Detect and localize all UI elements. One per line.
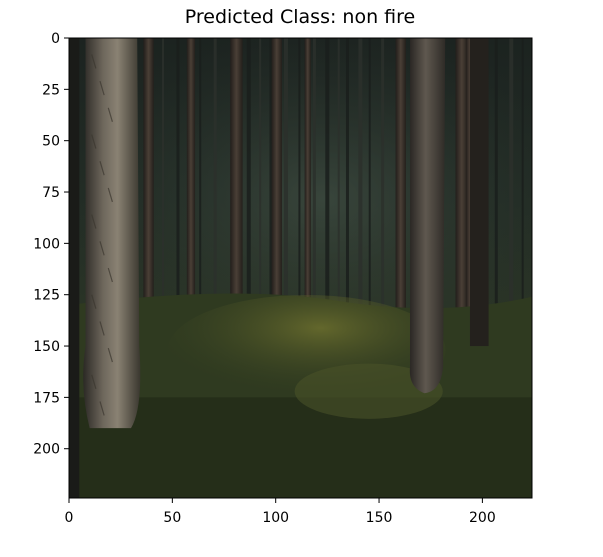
y-axis: 0 25 50 75 100 125 150 175 200 [33,31,69,458]
bark-texture [91,214,97,229]
midground-trunk [304,38,311,301]
x-axis: 0 50 100 150 200 [65,498,496,526]
y-tick-label: 50 [42,134,60,150]
bark-texture [107,107,113,122]
y-tick-label: 75 [42,185,60,201]
bark-texture [91,294,97,309]
background-trunk [312,38,316,342]
bark-texture [99,321,105,336]
background-trunk [494,38,498,351]
midground-trunk [230,38,243,347]
midground-trunk [395,38,406,326]
background-trunk [213,38,217,326]
x-tick-label: 200 [469,510,496,526]
bark-texture [99,80,105,96]
background-trunk [283,38,288,326]
background-trunk [337,38,340,326]
y-tick-label: 125 [33,288,60,304]
chart-title: Predicted Class: non fire [184,6,416,28]
x-tick-label: 150 [366,510,393,526]
image-panel [69,38,532,498]
background-trunk [325,38,330,351]
y-tick-label: 175 [33,390,60,406]
background-trunk [358,38,363,342]
background-trunk [199,38,202,351]
background-trunk [176,38,180,334]
midground-trunk [271,38,282,314]
y-tick-label: 25 [42,82,60,98]
x-tick-label: 50 [163,510,181,526]
bark-texture [107,347,113,363]
y-tick-label: 100 [33,236,60,252]
left-edge-trunk [69,38,80,498]
y-tick-label: 200 [33,442,60,458]
bark-texture [99,241,105,256]
x-tick-label: 0 [65,510,74,526]
bark-texture [99,161,105,176]
right-dark-trunk [469,38,489,347]
background-trunk [162,38,165,326]
background-trunk [368,38,371,351]
moss-mound [294,363,443,419]
midground-trunk [143,38,154,326]
bark-texture [99,401,105,416]
background-trunk [269,38,273,351]
y-tick-label: 150 [33,339,60,355]
bark-texture [107,267,113,283]
bark-texture [91,134,97,149]
x-tick-label: 100 [262,510,289,526]
bark-texture [107,187,113,203]
midground-trunk [455,38,468,336]
midground-trunk [186,38,196,310]
background-trunk [298,38,301,334]
background-trunk [259,38,262,342]
background-trunk [509,38,514,326]
right-tree-trunk [409,38,446,394]
background-trunk [521,38,524,334]
left-tree-trunk [83,38,141,429]
background-trunk [345,38,349,334]
y-tick-label: 0 [51,31,60,47]
ground-shadow [69,397,532,498]
background-trunk [246,38,251,334]
axes-frame [68,37,533,499]
background-trunk [381,38,385,326]
bark-texture [91,54,97,69]
bark-texture [91,374,97,389]
